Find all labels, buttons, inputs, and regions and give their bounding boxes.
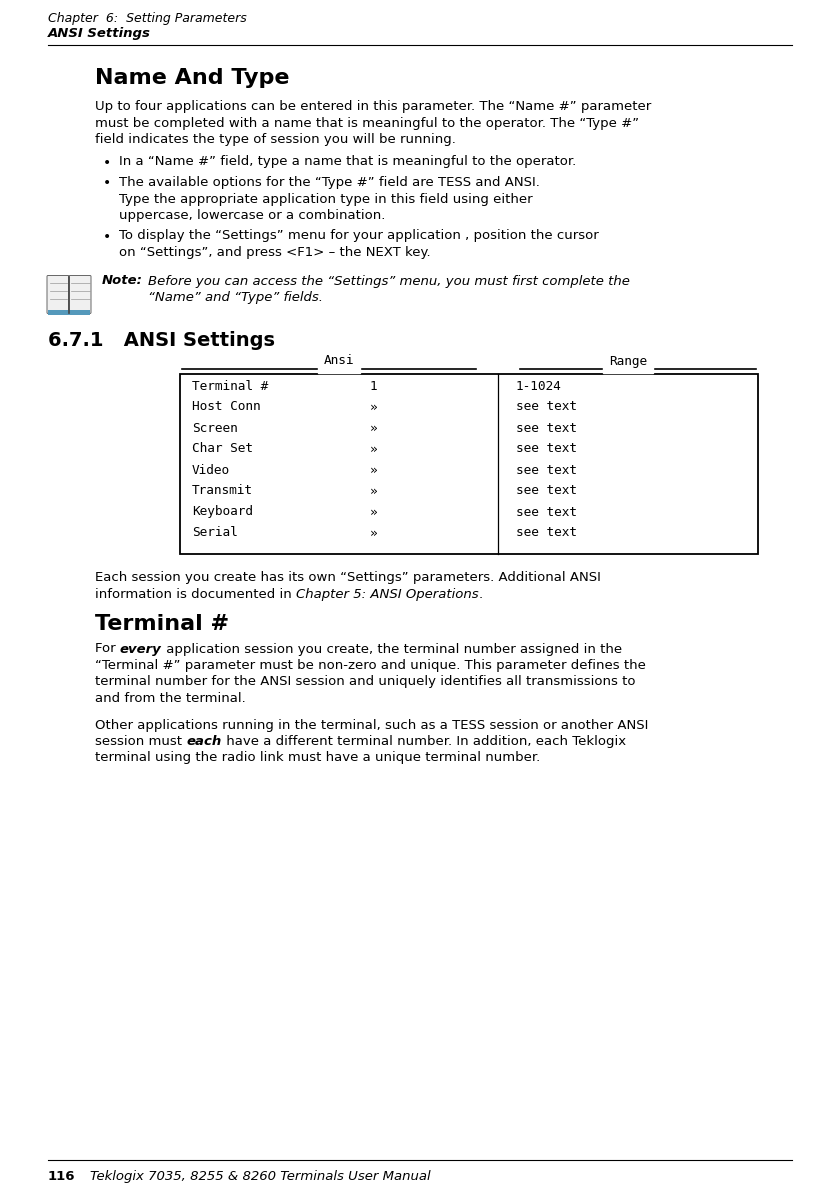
Text: “Name” and “Type” fields.: “Name” and “Type” fields. <box>148 291 323 304</box>
Text: 1-1024: 1-1024 <box>516 379 561 393</box>
Text: each: each <box>186 735 221 748</box>
Text: Chapter 5: ANSI Operations: Chapter 5: ANSI Operations <box>296 588 478 601</box>
Text: Teklogix 7035, 8255 & 8260 Terminals User Manual: Teklogix 7035, 8255 & 8260 Terminals Use… <box>90 1169 431 1183</box>
Text: »: » <box>370 485 378 498</box>
Text: see text: see text <box>516 421 577 435</box>
Text: Range: Range <box>609 354 647 367</box>
Text: have a different terminal number. In addition, each Teklogix: have a different terminal number. In add… <box>221 735 626 748</box>
Text: .: . <box>478 588 483 601</box>
Text: ANSI Settings: ANSI Settings <box>48 28 151 40</box>
Text: see text: see text <box>516 485 577 498</box>
Text: 1: 1 <box>370 379 378 393</box>
Text: field indicates the type of session you will be running.: field indicates the type of session you … <box>95 133 456 146</box>
Text: terminal using the radio link must have a unique terminal number.: terminal using the radio link must have … <box>95 752 541 765</box>
Text: •: • <box>103 230 111 243</box>
Text: see text: see text <box>516 527 577 540</box>
Text: “Terminal #” parameter must be non-zero and unique. This parameter defines the: “Terminal #” parameter must be non-zero … <box>95 660 646 672</box>
Text: »: » <box>370 463 378 476</box>
Text: see text: see text <box>516 505 577 518</box>
Text: see text: see text <box>516 463 577 476</box>
Text: •: • <box>103 156 111 170</box>
Text: every: every <box>120 643 162 656</box>
Text: •: • <box>103 176 111 190</box>
Text: and from the terminal.: and from the terminal. <box>95 692 246 705</box>
Text: For: For <box>95 643 120 656</box>
Text: »: » <box>370 527 378 540</box>
Text: 116: 116 <box>48 1169 75 1183</box>
Text: In a “Name #” field, type a name that is meaningful to the operator.: In a “Name #” field, type a name that is… <box>119 156 577 169</box>
Text: Terminal #: Terminal # <box>95 614 229 634</box>
Text: Each session you create has its own “Settings” parameters. Additional ANSI: Each session you create has its own “Set… <box>95 571 601 584</box>
FancyBboxPatch shape <box>69 275 91 314</box>
Text: Screen: Screen <box>192 421 238 435</box>
Text: Chapter  6:  Setting Parameters: Chapter 6: Setting Parameters <box>48 12 246 25</box>
Text: see text: see text <box>516 443 577 456</box>
Text: Keyboard: Keyboard <box>192 505 253 518</box>
Text: Serial: Serial <box>192 527 238 540</box>
Text: Before you can access the “Settings” menu, you must first complete the: Before you can access the “Settings” men… <box>148 274 630 287</box>
Text: information is documented in: information is documented in <box>95 588 296 601</box>
Text: Note:: Note: <box>102 274 142 287</box>
Text: Char Set: Char Set <box>192 443 253 456</box>
Text: session must: session must <box>95 735 186 748</box>
FancyBboxPatch shape <box>47 275 69 314</box>
Text: 6.7.1   ANSI Settings: 6.7.1 ANSI Settings <box>48 330 275 350</box>
Text: Up to four applications can be entered in this parameter. The “Name #” parameter: Up to four applications can be entered i… <box>95 101 651 113</box>
Text: Name And Type: Name And Type <box>95 68 289 89</box>
Text: on “Settings”, and press <F1> – the NEXT key.: on “Settings”, and press <F1> – the NEXT… <box>119 247 431 259</box>
Text: Transmit: Transmit <box>192 485 253 498</box>
Bar <box>48 310 90 315</box>
Bar <box>180 373 758 553</box>
Text: »: » <box>370 401 378 413</box>
Text: »: » <box>370 505 378 518</box>
Text: Type the appropriate application type in this field using either: Type the appropriate application type in… <box>119 193 533 206</box>
Text: »: » <box>370 443 378 456</box>
Text: To display the “Settings” menu for your application , position the cursor: To display the “Settings” menu for your … <box>119 230 598 243</box>
Text: Video: Video <box>192 463 230 476</box>
Text: uppercase, lowercase or a combination.: uppercase, lowercase or a combination. <box>119 209 385 221</box>
Text: Host Conn: Host Conn <box>192 401 261 413</box>
Text: The available options for the “Type #” field are TESS and ANSI.: The available options for the “Type #” f… <box>119 176 540 189</box>
Text: application session you create, the terminal number assigned in the: application session you create, the term… <box>162 643 622 656</box>
Text: see text: see text <box>516 401 577 413</box>
Text: terminal number for the ANSI session and uniquely identifies all transmissions t: terminal number for the ANSI session and… <box>95 675 635 688</box>
Text: »: » <box>370 421 378 435</box>
Text: Ansi: Ansi <box>323 354 354 367</box>
Text: Other applications running in the terminal, such as a TESS session or another AN: Other applications running in the termin… <box>95 718 649 731</box>
Text: must be completed with a name that is meaningful to the operator. The “Type #”: must be completed with a name that is me… <box>95 116 639 129</box>
Text: Terminal #: Terminal # <box>192 379 268 393</box>
